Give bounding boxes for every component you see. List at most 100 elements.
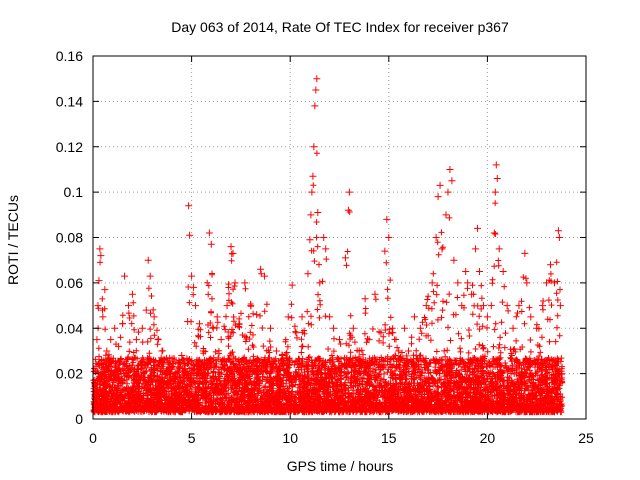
data-point xyxy=(164,358,172,366)
data-point xyxy=(472,245,480,253)
data-point xyxy=(97,252,105,260)
data-point xyxy=(313,75,321,83)
data-point xyxy=(142,306,150,314)
data-point xyxy=(144,256,152,264)
data-point xyxy=(377,329,385,337)
data-point xyxy=(326,313,334,321)
data-point xyxy=(533,324,541,332)
y-axis-label: ROTI / TECUs xyxy=(5,195,21,285)
data-point xyxy=(557,370,565,378)
data-point xyxy=(247,302,255,310)
chart-title: Day 063 of 2014, Rate Of TEC Index for r… xyxy=(171,19,509,35)
data-point xyxy=(550,279,558,287)
scatter-cloud-markers xyxy=(90,150,566,416)
data-point xyxy=(103,347,111,355)
y-axis-ticks: 0 0.02 0.04 0.06 0.08 0.1 0.12 0.14 0.16 xyxy=(56,48,586,427)
data-point xyxy=(235,320,243,328)
y-tick-label: 0.02 xyxy=(56,366,83,382)
data-point xyxy=(344,206,352,214)
data-point xyxy=(462,268,470,276)
y-tick-label: 0.06 xyxy=(56,275,83,291)
data-point xyxy=(199,347,207,355)
data-point xyxy=(99,313,107,321)
data-point xyxy=(308,188,316,196)
data-point xyxy=(188,272,196,280)
data-point xyxy=(288,281,296,289)
data-point xyxy=(330,324,338,332)
data-point xyxy=(487,302,495,310)
data-point xyxy=(410,313,418,321)
data-point xyxy=(184,317,192,325)
x-tick-label: 0 xyxy=(89,430,97,446)
data-point xyxy=(121,272,129,280)
data-point xyxy=(509,324,517,332)
x-axis-label: GPS time / hours xyxy=(287,458,394,474)
background-scatter-cloud xyxy=(90,150,566,416)
data-point xyxy=(442,211,450,219)
data-point xyxy=(185,202,193,210)
x-tick-label: 25 xyxy=(578,430,594,446)
data-point xyxy=(521,249,529,257)
data-point xyxy=(493,175,501,183)
data-point xyxy=(458,302,466,310)
data-point xyxy=(190,283,198,291)
data-point xyxy=(93,336,101,344)
data-point xyxy=(503,302,511,310)
data-point xyxy=(150,313,158,321)
data-point xyxy=(272,347,280,355)
data-point xyxy=(432,234,440,241)
data-point xyxy=(311,102,319,110)
data-point xyxy=(515,302,523,310)
data-point xyxy=(444,188,452,196)
data-point xyxy=(132,336,140,344)
data-point xyxy=(365,336,373,344)
data-point xyxy=(479,302,487,310)
data-point xyxy=(345,188,353,196)
y-tick-label: 0.12 xyxy=(56,139,83,155)
data-point xyxy=(361,295,369,303)
data-point xyxy=(111,324,119,332)
data-point xyxy=(446,165,454,173)
data-point xyxy=(401,324,409,332)
y-tick-label: 0.1 xyxy=(64,184,84,200)
data-point xyxy=(543,279,551,287)
data-point xyxy=(491,188,499,196)
data-point xyxy=(476,268,484,276)
y-tick-label: 0.14 xyxy=(56,93,83,109)
data-point xyxy=(124,302,132,310)
data-point xyxy=(298,313,306,321)
data-point xyxy=(241,279,249,287)
y-tick-label: 0 xyxy=(75,411,83,427)
data-point xyxy=(307,211,315,219)
data-point xyxy=(322,245,330,253)
data-point xyxy=(309,172,317,180)
data-point xyxy=(383,215,391,223)
data-point xyxy=(304,270,312,278)
grid-lines xyxy=(93,56,586,419)
data-point xyxy=(292,329,300,337)
data-point xyxy=(168,365,176,373)
data-point xyxy=(284,313,292,321)
data-point xyxy=(213,313,221,321)
data-point xyxy=(355,347,363,355)
data-point xyxy=(395,347,403,355)
data-point xyxy=(316,279,324,287)
data-point xyxy=(547,261,555,269)
data-point xyxy=(416,324,424,332)
data-point xyxy=(336,336,343,344)
data-point xyxy=(483,313,491,321)
data-point xyxy=(119,320,127,328)
y-tick-label: 0.08 xyxy=(56,230,83,246)
y-tick-label: 0.04 xyxy=(56,320,83,336)
data-point xyxy=(438,245,446,253)
data-points xyxy=(91,75,565,396)
data-point xyxy=(341,254,349,262)
data-point xyxy=(172,370,180,378)
data-point xyxy=(115,342,123,350)
data-point xyxy=(556,302,564,310)
data-point xyxy=(217,336,225,344)
data-point xyxy=(454,279,462,287)
data-point xyxy=(266,324,274,332)
data-point xyxy=(422,302,430,310)
data-point xyxy=(195,320,203,328)
